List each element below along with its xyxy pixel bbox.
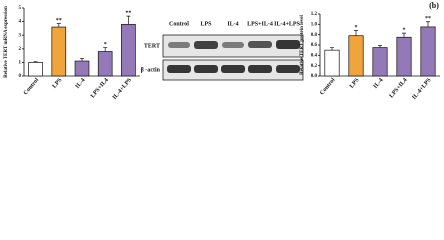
row-label: TERT <box>144 43 160 49</box>
bar <box>396 36 412 77</box>
bar <box>51 26 67 77</box>
error-bar <box>402 32 406 38</box>
blot-bands <box>167 40 300 73</box>
panel-label: (b) <box>429 1 439 10</box>
x-tick-label: LPS+IL4 <box>90 77 110 99</box>
error-bar <box>330 47 334 51</box>
bar <box>97 51 113 77</box>
y-axis-title: Relative TERT protein level <box>300 15 305 75</box>
significance: ** <box>425 16 431 22</box>
bar <box>372 47 388 77</box>
y-tick-label: 5 <box>19 6 22 11</box>
x-tick-label: Control <box>23 77 41 96</box>
x-tick-label: IL-4+LPS <box>411 77 433 101</box>
error-bar <box>426 21 430 27</box>
x-tick-label: Control <box>319 77 337 96</box>
y-tick-label: 1 <box>19 61 22 66</box>
y-tick-label: 3 <box>19 33 22 38</box>
y-tick-label: 2 <box>19 47 22 52</box>
bar <box>28 62 43 77</box>
error-bar <box>378 45 382 48</box>
y-tick-label: 0.0 <box>311 74 318 79</box>
x-tick-label: LPS <box>52 77 64 90</box>
significance: ** <box>125 11 131 17</box>
bar <box>420 26 436 77</box>
bar <box>74 60 90 77</box>
row-label: β -actin <box>141 67 161 73</box>
y-tick-label: 1.0 <box>311 22 318 27</box>
y-tick-label: 1.2 <box>311 12 318 17</box>
significance: ** <box>56 18 62 24</box>
x-tick-label: LPS <box>349 77 361 90</box>
y-tick-label: 0.2 <box>311 64 318 69</box>
x-tick-label: IL-4 <box>373 77 385 90</box>
lane-label: IL-4+LPS <box>274 21 300 27</box>
lane-label: LPS <box>200 21 212 27</box>
error-bar <box>126 15 131 25</box>
significance: * <box>403 27 406 33</box>
y-tick-label: 0 <box>19 74 22 79</box>
y-tick-label: 0.8 <box>311 33 318 38</box>
error-bar <box>33 61 38 63</box>
error-bar <box>56 23 61 28</box>
bar <box>324 49 340 77</box>
western-blot <box>162 34 304 81</box>
lane-label: LPS+IL-4 <box>247 21 273 27</box>
significance: * <box>104 42 107 48</box>
error-bar <box>354 30 358 36</box>
bar <box>121 23 136 77</box>
x-tick-label: IL-4+LPS <box>112 77 134 101</box>
x-tick-label: LPS+IL4 <box>389 77 409 99</box>
error-bar <box>80 57 84 62</box>
lane-label: Control <box>169 21 189 27</box>
y-tick-label: 4 <box>19 20 22 25</box>
y-tick-label: 0.6 <box>311 43 318 48</box>
bar <box>348 35 364 77</box>
error-bar <box>103 47 108 52</box>
significance: * <box>355 25 358 31</box>
x-tick-label: IL-4 <box>75 77 87 90</box>
y-axis-title: Relative TERT mRNA expression <box>4 6 9 78</box>
y-tick-label: 0.4 <box>311 53 318 58</box>
lane-label: IL-4 <box>227 21 238 27</box>
